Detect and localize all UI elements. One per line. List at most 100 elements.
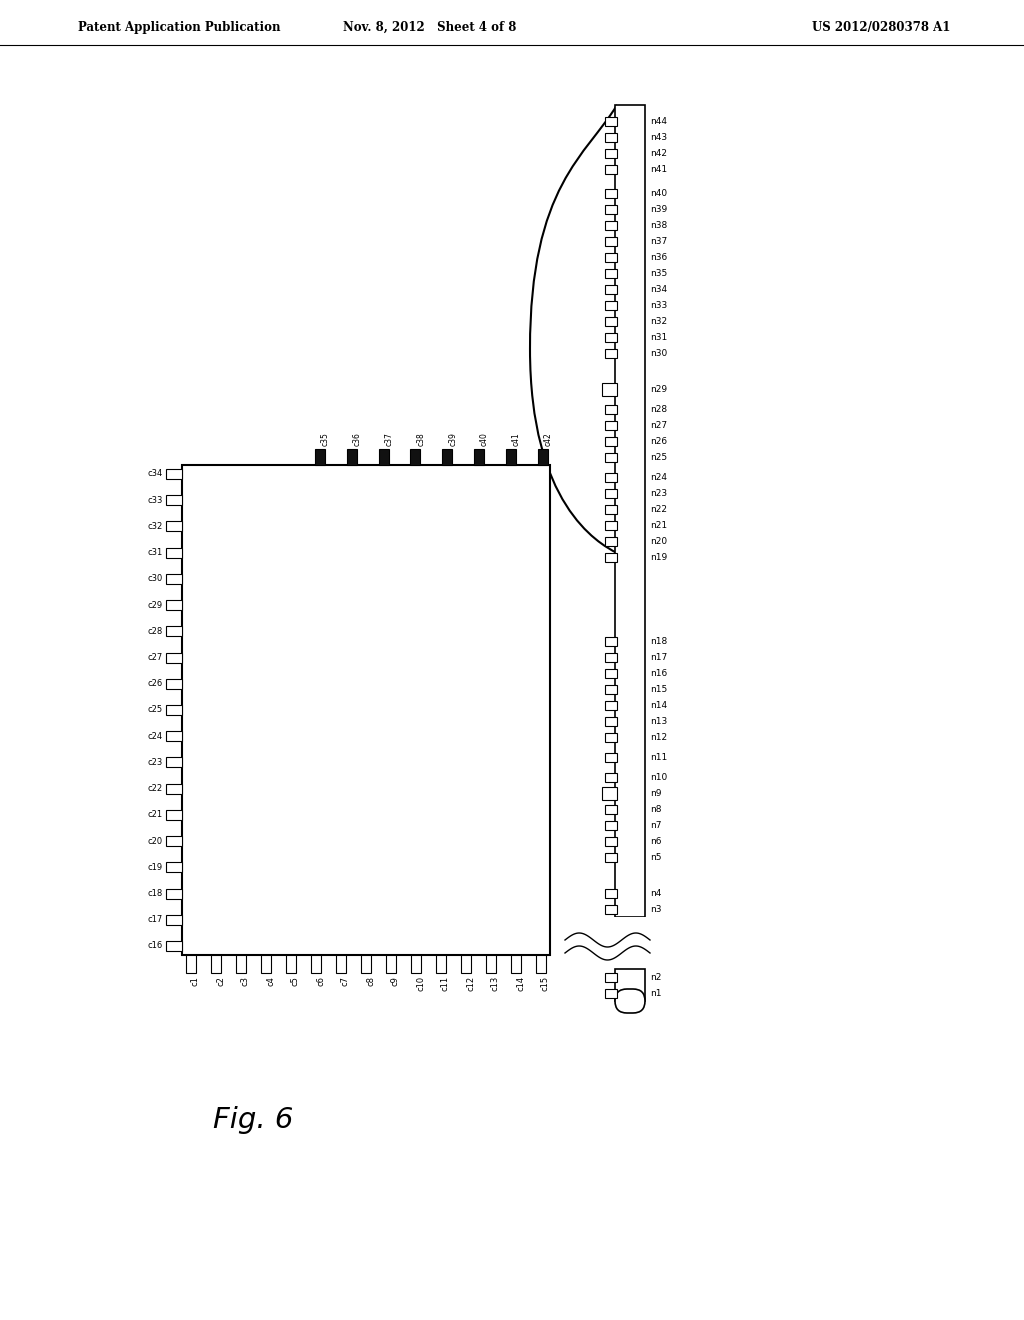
- Bar: [605, 301, 617, 309]
- Text: n39: n39: [650, 205, 668, 214]
- Text: c33: c33: [147, 496, 163, 504]
- Bar: [166, 678, 182, 689]
- Text: n38: n38: [650, 220, 668, 230]
- Text: Fig. 6: Fig. 6: [213, 1106, 293, 1134]
- Text: n34: n34: [650, 285, 667, 293]
- Bar: [311, 954, 321, 973]
- Text: n8: n8: [650, 804, 662, 813]
- Bar: [605, 453, 617, 462]
- Text: c39: c39: [449, 432, 458, 446]
- Bar: [605, 437, 617, 446]
- Text: c34: c34: [147, 470, 163, 479]
- Text: n13: n13: [650, 717, 668, 726]
- Text: c30: c30: [147, 574, 163, 583]
- Text: c38: c38: [417, 432, 425, 446]
- Bar: [605, 252, 617, 261]
- Bar: [605, 904, 617, 913]
- Bar: [605, 821, 617, 829]
- Bar: [386, 954, 396, 973]
- Text: c9: c9: [391, 975, 400, 986]
- Bar: [605, 536, 617, 545]
- Text: n7: n7: [650, 821, 662, 829]
- Text: n9: n9: [650, 788, 662, 797]
- Bar: [605, 520, 617, 529]
- Text: n44: n44: [650, 116, 667, 125]
- Text: n10: n10: [650, 772, 668, 781]
- Bar: [605, 752, 617, 762]
- Text: c2: c2: [216, 975, 225, 986]
- Bar: [602, 383, 617, 396]
- Bar: [166, 784, 182, 793]
- Bar: [605, 804, 617, 813]
- Text: c7: c7: [341, 975, 350, 986]
- Bar: [411, 449, 421, 465]
- Bar: [166, 521, 182, 532]
- Bar: [605, 285, 617, 293]
- Text: c41: c41: [512, 432, 521, 446]
- Bar: [605, 149, 617, 157]
- Bar: [605, 652, 617, 661]
- Text: US 2012/0280378 A1: US 2012/0280378 A1: [812, 21, 950, 33]
- Text: n3: n3: [650, 904, 662, 913]
- Bar: [605, 333, 617, 342]
- Text: c28: c28: [147, 627, 163, 636]
- Bar: [411, 954, 421, 973]
- Bar: [605, 236, 617, 246]
- Bar: [605, 116, 617, 125]
- Text: n24: n24: [650, 473, 667, 482]
- Text: c27: c27: [147, 653, 163, 663]
- Bar: [615, 106, 645, 917]
- Bar: [347, 449, 356, 465]
- Text: c40: c40: [480, 432, 489, 446]
- Bar: [605, 348, 617, 358]
- Bar: [166, 731, 182, 742]
- Text: n4: n4: [650, 888, 662, 898]
- Text: c22: c22: [147, 784, 163, 793]
- Text: n30: n30: [650, 348, 668, 358]
- Bar: [605, 837, 617, 846]
- Text: c26: c26: [147, 680, 163, 688]
- Bar: [605, 636, 617, 645]
- Bar: [166, 888, 182, 899]
- Text: n28: n28: [650, 404, 667, 413]
- Bar: [605, 268, 617, 277]
- Text: n12: n12: [650, 733, 667, 742]
- Text: n26: n26: [650, 437, 667, 446]
- Text: n27: n27: [650, 421, 667, 429]
- Text: c17: c17: [147, 915, 163, 924]
- Bar: [605, 205, 617, 214]
- Bar: [605, 888, 617, 898]
- Bar: [166, 705, 182, 715]
- Bar: [605, 701, 617, 710]
- Bar: [166, 836, 182, 846]
- Text: c25: c25: [147, 705, 163, 714]
- Text: c21: c21: [147, 810, 163, 820]
- Bar: [605, 189, 617, 198]
- Text: c18: c18: [147, 890, 163, 898]
- Bar: [605, 553, 617, 561]
- Bar: [336, 954, 346, 973]
- Bar: [211, 954, 221, 973]
- Text: c11: c11: [441, 975, 450, 991]
- Bar: [166, 495, 182, 506]
- Bar: [605, 421, 617, 429]
- Bar: [361, 954, 371, 973]
- Bar: [436, 954, 446, 973]
- Bar: [166, 941, 182, 950]
- Bar: [605, 473, 617, 482]
- Text: n25: n25: [650, 453, 667, 462]
- Text: c32: c32: [147, 521, 163, 531]
- Bar: [186, 954, 196, 973]
- Bar: [605, 668, 617, 677]
- Text: c14: c14: [516, 975, 525, 991]
- Bar: [506, 449, 516, 465]
- Text: n15: n15: [650, 685, 668, 693]
- Text: c1: c1: [191, 975, 200, 986]
- Bar: [605, 220, 617, 230]
- Text: n32: n32: [650, 317, 667, 326]
- Text: n36: n36: [650, 252, 668, 261]
- Bar: [605, 973, 617, 982]
- Bar: [605, 488, 617, 498]
- Bar: [166, 469, 182, 479]
- Bar: [261, 954, 271, 973]
